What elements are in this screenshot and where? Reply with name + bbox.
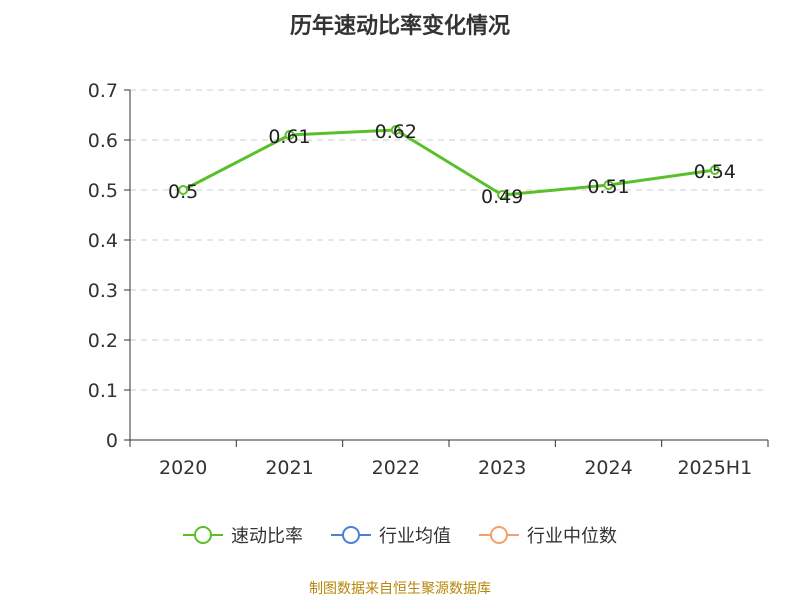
legend-label: 行业中位数 (527, 526, 617, 547)
x-tick-label: 2021 (265, 457, 313, 479)
data-label: 0.62 (375, 121, 417, 143)
legend-item[interactable]: 行业中位数 (479, 522, 617, 548)
series-line (182, 128, 716, 197)
series-layer: 0.5 0.61 0.62 0.49 0.51 0.54 (168, 121, 736, 208)
x-tick-label: 2022 (372, 457, 420, 479)
y-tick-label: 0.1 (88, 380, 118, 402)
data-point (497, 190, 508, 200)
data-label: 0.54 (694, 161, 736, 183)
legend-marker-icon (183, 526, 223, 544)
y-tick-label: 0.2 (88, 330, 118, 352)
legend-item[interactable]: 速动比率 (183, 522, 303, 548)
data-label: 0.49 (481, 186, 523, 208)
data-label: 0.51 (587, 176, 629, 198)
data-label: 0.61 (268, 126, 310, 148)
legend: 速动比率 行业均值 行业中位数 (0, 522, 800, 548)
data-point (709, 165, 720, 175)
legend-marker-icon (479, 526, 519, 544)
legend-marker-icon (331, 526, 371, 544)
chart-title: 历年速动比率变化情况 (289, 14, 510, 39)
x-tick-label: 2023 (478, 457, 526, 479)
grid-lines (130, 89, 768, 391)
axes: 0 0.1 0.2 0.3 0.4 0.5 0.6 0.7 2020 2021 2022 2023 20… (88, 80, 769, 479)
y-tick-label: 0.5 (88, 180, 118, 202)
source-note: 制图数据来自恒生聚源数据库 (309, 581, 491, 597)
y-tick-label: 0 (106, 430, 118, 452)
legend-label: 速动比率 (231, 526, 303, 547)
data-point (284, 130, 295, 140)
x-tick-label: 2020 (159, 457, 207, 479)
data-label: 0.5 (168, 181, 198, 203)
legend-label: 行业均值 (379, 526, 451, 547)
y-tick-label: 0.6 (88, 130, 118, 152)
x-tick-label: 2024 (584, 457, 632, 479)
data-point (178, 185, 189, 195)
x-tick-label: 2025H1 (677, 457, 752, 479)
y-tick-label: 0.4 (88, 230, 118, 252)
y-tick-label: 0.3 (88, 280, 118, 302)
legend-item[interactable]: 行业均值 (331, 522, 451, 548)
y-tick-label: 0.7 (88, 80, 118, 102)
data-point (390, 125, 401, 135)
data-point (603, 180, 614, 190)
